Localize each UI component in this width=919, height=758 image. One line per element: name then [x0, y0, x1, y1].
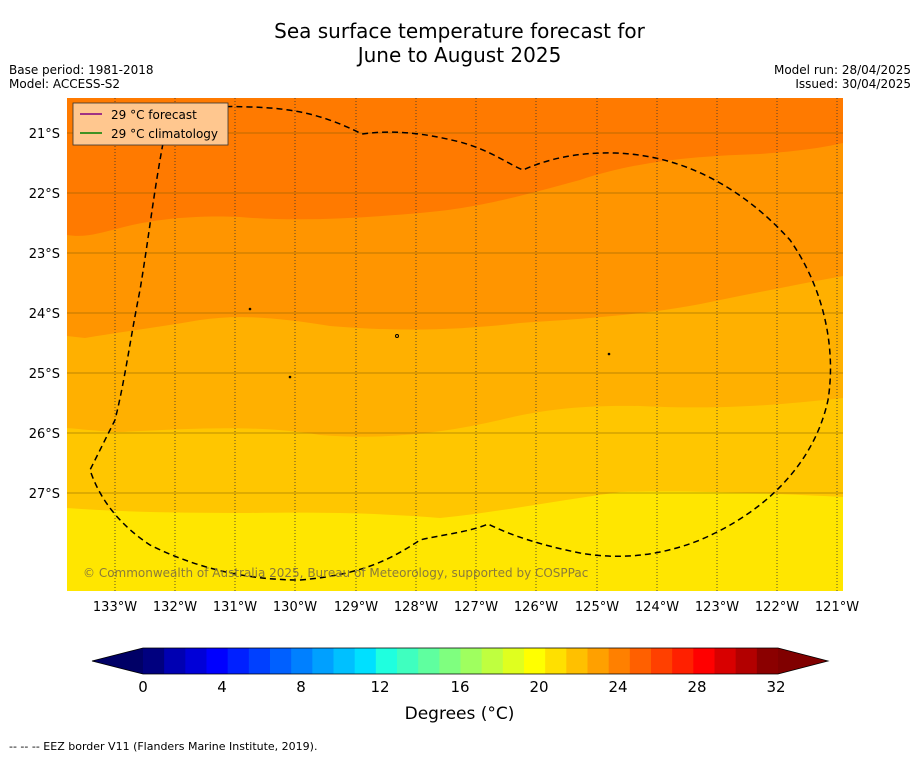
- title-line-1: Sea surface temperature forecast for: [274, 19, 645, 43]
- colorbar-tick-label: 8: [296, 678, 306, 696]
- title-line-2: June to August 2025: [357, 43, 562, 67]
- lon-label: 123°W: [695, 600, 739, 615]
- colorbar-segment: [481, 648, 504, 674]
- lat-label: 21°S: [29, 127, 60, 142]
- colorbar-segment: [502, 648, 525, 674]
- lon-label: 125°W: [575, 600, 619, 615]
- lon-label: 124°W: [635, 600, 679, 615]
- model-info: Base period: 1981-2018 Model: ACCESS-S2: [9, 63, 154, 91]
- colorbar-segment: [587, 648, 610, 674]
- colorbar-segment: [397, 648, 419, 674]
- colorbar-segment: [439, 648, 461, 674]
- colorbar-tick-label: 20: [529, 678, 548, 696]
- colorbar-segment: [545, 648, 567, 674]
- colorbar-segment: [375, 648, 398, 674]
- colorbar-segment: [291, 648, 313, 674]
- colorbar-under-arrow: [92, 648, 143, 674]
- islands: [248, 307, 611, 379]
- colorbar-label: Degrees (°C): [404, 704, 515, 724]
- lon-label: 126°W: [514, 600, 558, 615]
- lon-label: 127°W: [454, 600, 498, 615]
- lat-label: 26°S: [29, 427, 60, 442]
- colorbar-segment: [312, 648, 334, 674]
- colorbar-segment: [185, 648, 207, 674]
- latitude-labels: 21°S 22°S 23°S 24°S 25°S 26°S 27°S: [29, 127, 60, 502]
- lat-label: 23°S: [29, 247, 60, 262]
- lon-label: 122°W: [755, 600, 799, 615]
- colorbar-segment: [206, 648, 229, 674]
- colorbar-outline: [91, 647, 830, 675]
- model-run-date: Model run: 28/04/2025: [773, 63, 911, 77]
- legend-climatology-label: 29 °C climatology: [111, 127, 218, 141]
- colorbar-segment: [524, 648, 546, 674]
- lon-label: 132°W: [153, 600, 197, 615]
- map-legend: 29 °C forecast 29 °C climatology: [72, 102, 229, 146]
- colorbar-tick-label: 4: [217, 678, 227, 696]
- colorbar-segment: [227, 648, 250, 674]
- colorbar-tick-label: 0: [138, 678, 148, 696]
- graticule-lines: [67, 98, 843, 591]
- colorbar-tick-label: 28: [687, 678, 706, 696]
- colorbar-segment: [333, 648, 356, 674]
- colorbar-segment: [693, 648, 715, 674]
- longitude-labels: 133°W 132°W 131°W 130°W 129°W 128°W 127°…: [93, 600, 859, 615]
- run-info: Model run: 28/04/2025 Issued: 30/04/2025: [774, 63, 911, 91]
- colorbar-segment: [608, 648, 631, 674]
- colorbar-segment: [354, 648, 377, 674]
- lon-label: 128°W: [394, 600, 438, 615]
- lat-label: 25°S: [29, 367, 60, 382]
- legend-forecast-label: 29 °C forecast: [111, 108, 197, 122]
- colorbar-tick-labels: 0 4 8 12 16 20 24 28 32: [138, 678, 785, 696]
- colorbar-segment: [651, 648, 673, 674]
- lat-label: 27°S: [29, 487, 60, 502]
- colorbar-segment: [735, 648, 758, 674]
- lat-label: 22°S: [29, 187, 60, 202]
- lon-label: 133°W: [93, 600, 137, 615]
- lon-label: 129°W: [334, 600, 378, 615]
- colorbar-segment: [270, 648, 292, 674]
- issued-date: Issued: 30/04/2025: [795, 77, 911, 91]
- lat-label: 24°S: [29, 307, 60, 322]
- colorbar-over-arrow: [778, 648, 828, 674]
- colorbar-tick-label: 12: [370, 678, 389, 696]
- copyright-text: © Commonwealth of Australia 2025, Bureau…: [83, 566, 588, 580]
- colorbar-tick-label: 16: [450, 678, 469, 696]
- model-name: Model: ACCESS-S2: [9, 77, 121, 91]
- colorbar: [91, 647, 830, 675]
- lon-label: 121°W: [815, 600, 859, 615]
- colorbar-segment: [418, 648, 440, 674]
- colorbar-segment: [164, 648, 186, 674]
- colorbar-tick-label: 24: [608, 678, 627, 696]
- colorbar-segment: [714, 648, 737, 674]
- sst-contour-fill: [67, 98, 843, 591]
- colorbar-tick-label: 32: [766, 678, 785, 696]
- colorbar-segment: [566, 648, 588, 674]
- colorbar-segment: [248, 648, 271, 674]
- colorbar-segment: [756, 648, 779, 674]
- footnote: -- -- -- EEZ border V11 (Flanders Marine…: [9, 740, 318, 753]
- colorbar-segment: [460, 648, 483, 674]
- colorbar-segment: [629, 648, 652, 674]
- lon-label: 130°W: [273, 600, 317, 615]
- lon-label: 131°W: [213, 600, 257, 615]
- colorbar-segment: [143, 648, 165, 674]
- base-period: Base period: 1981-2018: [9, 63, 154, 77]
- colorbar-segment: [672, 648, 694, 674]
- chart-title: Sea surface temperature forecast for Jun…: [0, 19, 919, 67]
